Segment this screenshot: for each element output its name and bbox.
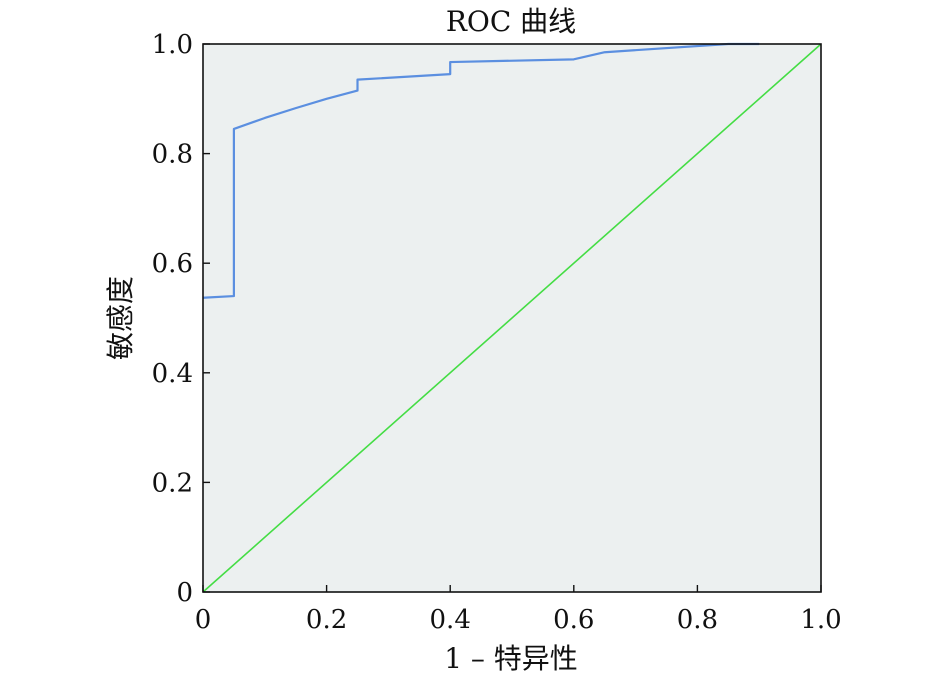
x-tick-label: 0.2 <box>306 605 347 635</box>
y-tick-label: 0 <box>176 578 193 608</box>
reference-diagonal-line <box>202 43 822 593</box>
x-tick-label: 1.0 <box>800 605 841 635</box>
y-tick-label: 0.2 <box>152 468 193 498</box>
x-axis: 0 0.2 0.4 0.6 0.8 1.0 <box>195 585 842 635</box>
series-layer <box>202 42 822 593</box>
y-tick-label: 1.0 <box>152 30 193 60</box>
plot-frame <box>202 43 822 593</box>
x-axis-title: 1 – 特异性 <box>444 642 578 675</box>
roc-curve-line <box>202 42 760 299</box>
x-tick-label: 0.8 <box>677 605 718 635</box>
x-tick-label: 0 <box>195 605 212 635</box>
y-tick-label: 0.4 <box>152 359 193 389</box>
y-axis: 0 0.2 0.4 0.6 0.8 1.0 <box>152 30 210 608</box>
chart-title: ROC 曲线 <box>446 5 576 38</box>
y-axis-title: 敏感度 <box>104 276 137 360</box>
x-tick-label: 0.4 <box>430 605 471 635</box>
y-tick-label: 0.6 <box>152 249 193 279</box>
x-tick-label: 0.6 <box>553 605 594 635</box>
y-tick-label: 0.8 <box>152 140 193 170</box>
